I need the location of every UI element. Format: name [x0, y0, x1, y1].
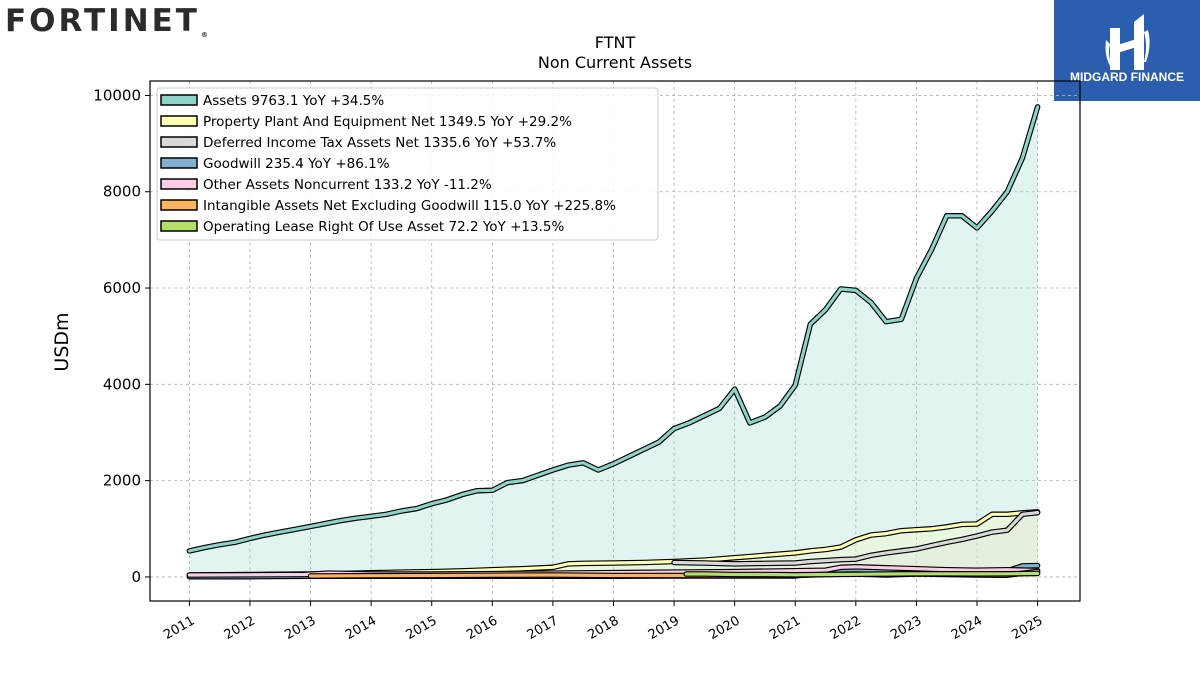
legend-entry: Intangible Assets Net Excluding Goodwill…	[203, 198, 616, 214]
x-tick-label: 2023	[888, 613, 924, 643]
x-tick-label: 2013	[282, 613, 318, 643]
legend-swatch	[160, 199, 198, 211]
legend: Assets 9763.1 YoY +34.5% Property Plant A…	[156, 87, 659, 241]
x-tick-label: 2019	[646, 613, 682, 643]
x-tick-label: 2022	[828, 613, 864, 643]
x-tick-label: 2020	[706, 613, 742, 643]
series-area-deferred-income-tax-assets-net	[674, 512, 1038, 577]
plot-frame	[149, 80, 1081, 602]
series-lines	[186, 104, 1041, 580]
series-line-operating-lease-right-of-use-asset	[684, 571, 1040, 577]
fortinet-logo: FORTINET®	[5, 3, 208, 39]
y-tick-label: 8000	[103, 183, 141, 201]
fortinet-logo-text: FORTINET	[5, 3, 200, 39]
legend-entry: Assets 9763.1 YoY +34.5%	[203, 93, 384, 109]
legend-swatch	[160, 220, 198, 232]
series-area-assets	[189, 106, 1038, 577]
y-tick-label: 10000	[93, 86, 141, 104]
x-tick-label: 2024	[949, 613, 985, 643]
series-line-assets	[187, 105, 1040, 553]
y-tick-label: 0	[131, 568, 141, 586]
x-tick-label: 2016	[464, 613, 500, 643]
y-tick-label: 2000	[103, 472, 141, 490]
y-ticks: 0 2000 4000 6000 8000 10000	[93, 86, 150, 586]
x-tick-label: 2021	[767, 613, 803, 643]
chart-subtitle: Non Current Assets	[538, 53, 692, 72]
midgard-finance-logo: MIDGARD FINANCE	[1054, 0, 1200, 101]
chart-title: FTNT	[595, 33, 636, 52]
legend-swatch	[160, 94, 198, 106]
legend-swatch	[160, 178, 198, 190]
legend-entry: Other Assets Noncurrent 133.2 YoY -11.2%	[203, 177, 492, 193]
midgard-logo-text: MIDGARD FINANCE	[1070, 70, 1184, 84]
x-tick-label: 2025	[1009, 613, 1045, 643]
x-tick-label: 2018	[585, 613, 621, 643]
midgard-emblem-icon: MIDGARD FINANCE	[1070, 14, 1184, 84]
x-tick-label: 2017	[525, 613, 561, 643]
y-tick-label: 6000	[103, 279, 141, 297]
x-tick-label: 2012	[222, 613, 258, 643]
legend-swatch	[160, 157, 198, 169]
x-tick-label: 2014	[343, 613, 379, 643]
x-tick-label: 2011	[161, 613, 197, 643]
legend-entry: Deferred Income Tax Assets Net 1335.6 Yo…	[203, 135, 556, 151]
legend-entry: Operating Lease Right Of Use Asset 72.2 …	[203, 219, 564, 235]
y-tick-label: 4000	[103, 375, 141, 393]
legend-box	[156, 87, 659, 241]
legend-entry: Property Plant And Equipment Net 1349.5 …	[203, 114, 572, 130]
legend-entry: Goodwill 235.4 YoY +86.1%	[203, 156, 390, 172]
y-axis-label: USDm	[51, 312, 73, 371]
legend-swatch	[160, 115, 198, 127]
x-tick-label: 2015	[404, 613, 440, 643]
series-line-deferred-income-tax-assets-net	[672, 511, 1040, 566]
legend-swatch	[160, 136, 198, 148]
x-ticks: 2011 2012 2013 2014 2015 2016 2017 2018 2019 2020…	[161, 601, 1046, 643]
